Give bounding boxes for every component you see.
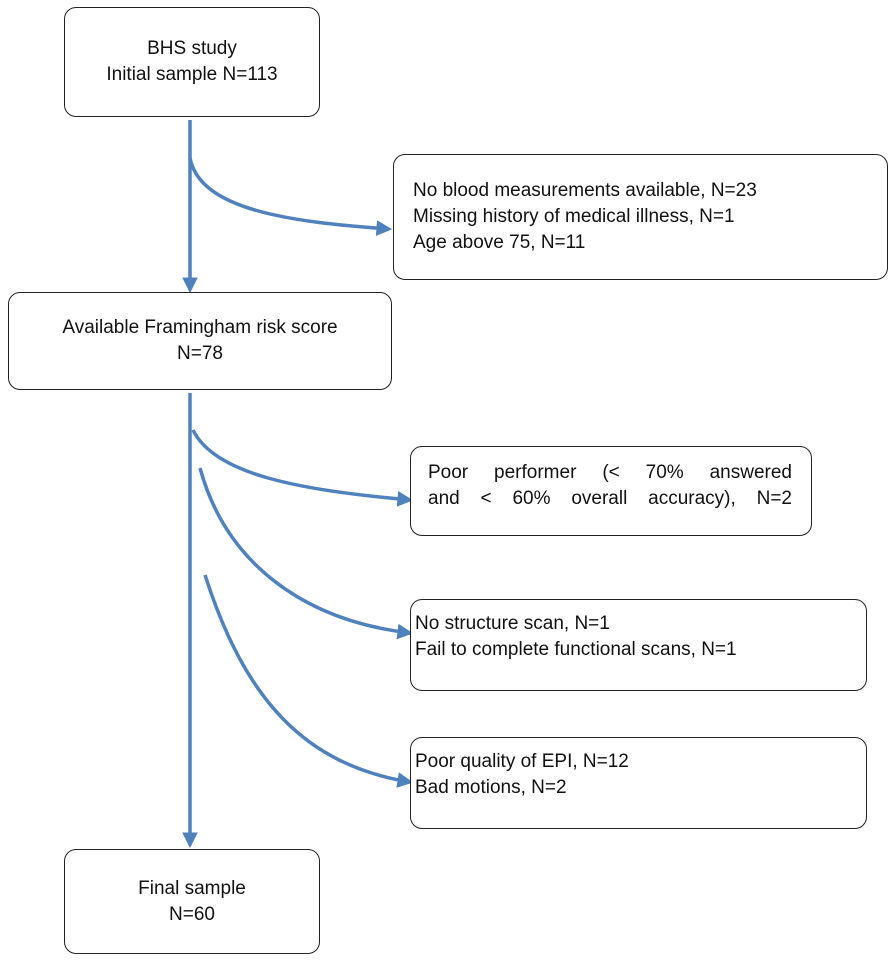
final-sample-box: Final sample N=60 <box>64 849 320 954</box>
exclusion-box-1: No blood measurements available, N=23 Mi… <box>393 154 888 280</box>
exclusion-4-line-2: Bad motions, N=2 <box>415 777 567 798</box>
arrow-to-exclusion4 <box>203 574 414 788</box>
arrow-to-exclusion3 <box>198 467 414 640</box>
initial-sample-box: BHS study Initial sample N=113 <box>64 7 320 117</box>
arrow-to-exclusion2 <box>191 429 414 507</box>
exclusion-box-3: No structure scan, N=1 Fail to complete … <box>410 599 867 691</box>
initial-sample-count: Initial sample N=113 <box>106 64 278 85</box>
arrow-to-exclusion1 <box>188 157 393 236</box>
exclusion-1-line-2: Missing history of medical illness, N=1 <box>413 206 735 227</box>
exclusion-4-line-1: Poor quality of EPI, N=12 <box>415 751 629 772</box>
exclusion-2-line-2: and < 60% overall accuracy), N=2 <box>428 488 792 509</box>
framingham-count: N=78 <box>177 343 223 364</box>
framingham-box: Available Framingham risk score N=78 <box>8 292 392 390</box>
final-sample-title: Final sample <box>138 877 246 899</box>
exclusion-1-line-1: No blood measurements available, N=23 <box>413 180 757 201</box>
exclusion-3-line-1: No structure scan, N=1 <box>415 613 610 634</box>
exclusion-3-line-2: Fail to complete functional scans, N=1 <box>415 639 737 660</box>
exclusion-2-line-1: Poor performer (< 70% answered <box>428 462 792 483</box>
initial-sample-title: BHS study <box>147 38 237 59</box>
final-sample-count: N=60 <box>169 903 215 925</box>
exclusion-box-4: Poor quality of EPI, N=12 Bad motions, N… <box>410 737 867 829</box>
exclusion-1-line-3: Age above 75, N=11 <box>413 232 586 253</box>
exclusion-box-2: Poor performer (< 70% answered and < 60%… <box>410 446 812 536</box>
framingham-title: Available Framingham risk score <box>62 317 338 338</box>
